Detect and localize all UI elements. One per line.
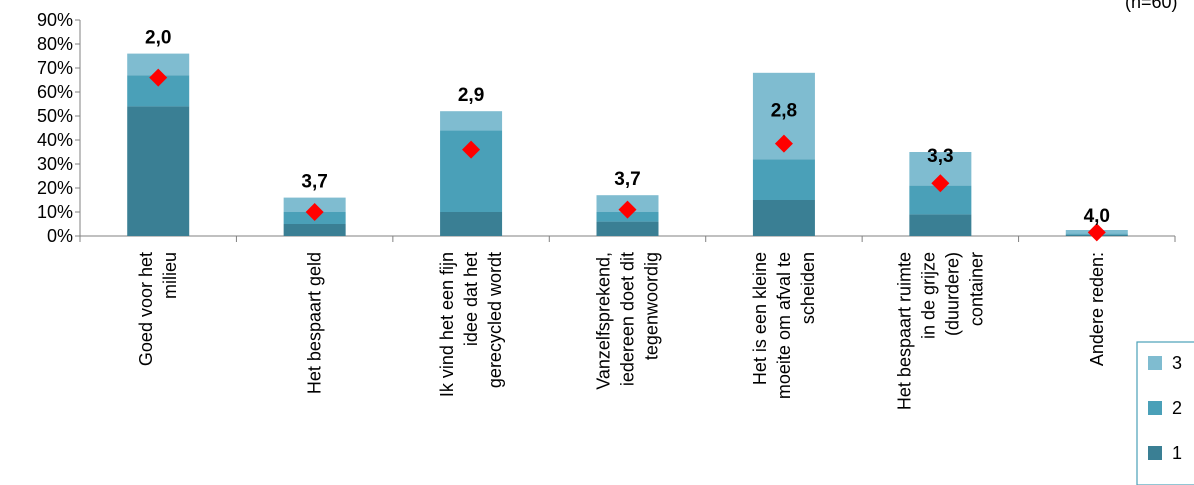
category-label: Andere reden: (1087, 252, 1107, 366)
y-tick-label: 0% (47, 226, 73, 246)
mean-marker (774, 134, 793, 153)
bar-segment-1 (127, 106, 190, 237)
mean-marker (462, 140, 481, 159)
bar-segment-1 (752, 200, 815, 236)
mean-marker (149, 68, 168, 87)
legend-label-3: 3 (1172, 353, 1182, 373)
category-label: Het is een kleine moeite om afval te schei… (750, 252, 818, 399)
legend-box (1136, 341, 1194, 485)
data-label: 3,7 (301, 172, 327, 193)
legend-swatch-2 (1148, 401, 1162, 415)
y-axis: 0% 10% 20% 30% 40% 50% 60% 70% 80% 90% (37, 10, 81, 246)
mean-marker (618, 200, 637, 219)
data-labels-group: 2,0 3,7 2,9 3,7 2,8 3,3 4,0 (145, 28, 1110, 227)
y-tick-label: 30% (37, 154, 73, 174)
x-axis (79, 235, 1176, 242)
category-label: Vanzelfsprekend, iedereen doet dit tegenwo… (594, 252, 662, 390)
data-label: 3,3 (927, 146, 953, 167)
y-tick-label: 60% (37, 82, 73, 102)
data-label: 2,0 (145, 28, 171, 49)
legend-label-2: 2 (1172, 398, 1182, 418)
y-tick-label: 50% (37, 106, 73, 126)
legend: 3 2 1 (1136, 341, 1194, 485)
category-label: Ik vind het een fijn idee dat het gerecycl… (437, 252, 505, 397)
y-tick-label: 40% (37, 130, 73, 150)
legend-label-1: 1 (1172, 443, 1182, 463)
mean-marker (1087, 223, 1106, 242)
mean-marker (305, 203, 324, 221)
y-tick-label: 70% (37, 58, 73, 78)
category-label: Goed voor het milieu (136, 252, 180, 366)
data-label: 3,7 (614, 169, 640, 190)
bar-segment-1 (440, 212, 503, 236)
bar-segment-3 (440, 111, 503, 131)
legend-swatch-1 (1148, 446, 1162, 460)
category-labels-group: Goed voor het milieu Het bespaart geld Ik v… (136, 252, 1107, 410)
bar-segment-1 (596, 221, 659, 236)
y-tick-label: 10% (37, 202, 73, 222)
y-tick-label: 90% (37, 10, 73, 30)
data-label: 2,8 (771, 101, 797, 122)
bars-group (127, 53, 1128, 237)
bar-segment-1 (283, 224, 346, 236)
y-tick-label: 80% (37, 34, 73, 54)
mean-marker (931, 174, 950, 193)
bar-segment-2 (752, 159, 815, 200)
legend-swatch-3 (1148, 356, 1162, 370)
data-label: 2,9 (458, 85, 484, 106)
bar-segment-3 (127, 53, 190, 76)
y-tick-label: 20% (37, 178, 73, 198)
bar-segment-1 (909, 214, 972, 236)
data-label: 4,0 (1084, 206, 1110, 227)
category-label: Het bespaart ruimte in de grijze (duurdere… (894, 252, 986, 410)
sample-size-note: (n=60) (1125, 0, 1178, 12)
markers-group (149, 68, 1106, 242)
category-label: Het bespaart geld (305, 252, 325, 394)
